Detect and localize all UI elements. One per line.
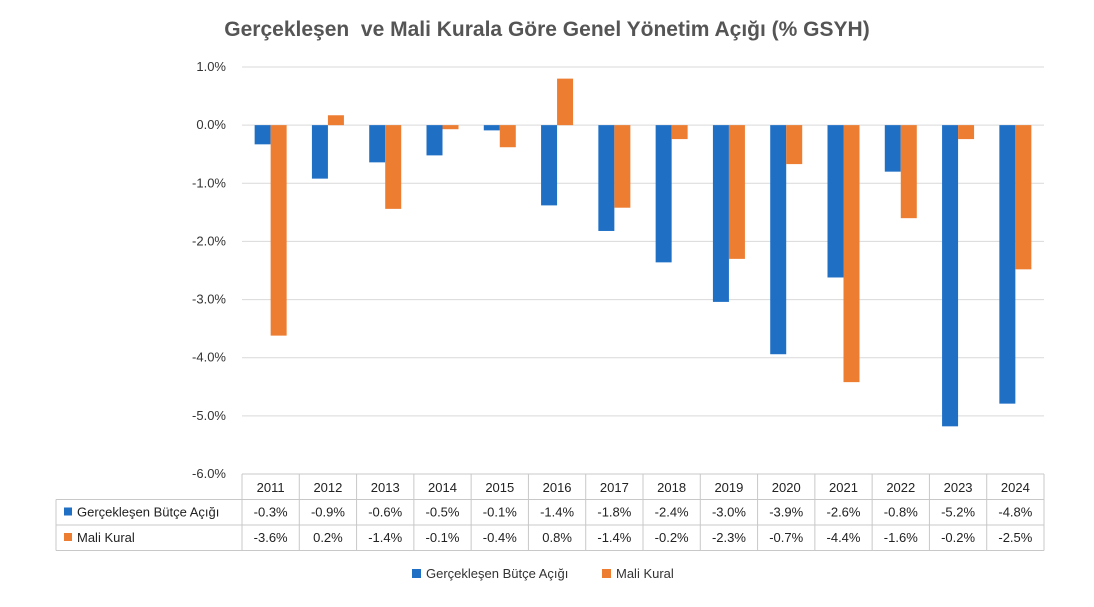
x-category-label: 2017 — [600, 480, 629, 495]
bar-mali-kural — [614, 125, 631, 208]
bar-mali-kural — [327, 115, 344, 126]
bar-mali-kural — [385, 125, 402, 209]
table-value-cell: -1.8% — [597, 505, 631, 520]
bar-gerceklesen — [254, 125, 271, 145]
gridlines — [242, 66, 1044, 417]
table-series-name: Mali Kural — [77, 530, 135, 545]
y-axis-tick-labels: 1.0% 0.0% -1.0% -2.0% -3.0% -4.0% -5.0% -6.0% — [192, 59, 226, 481]
bar-gerceklesen — [311, 125, 328, 179]
table-value-cell: 0.2% — [313, 530, 343, 545]
x-category-label: 2014 — [428, 480, 457, 495]
bar-gerceklesen — [827, 125, 844, 278]
data-table: 2011 2012 2013 2014 2015 2016 2017 2018 2019 2020… — [55, 473, 1045, 551]
bar-gerceklesen — [369, 125, 386, 163]
bar-gerceklesen — [541, 125, 558, 206]
table-value-cell: -4.4% — [827, 530, 861, 545]
table-legend-key — [64, 533, 72, 541]
table-value-cell: -0.2% — [655, 530, 689, 545]
y-tick-label: -5.0% — [192, 408, 226, 423]
bar-gerceklesen — [426, 125, 443, 156]
table-value-cell: -4.8% — [998, 505, 1032, 520]
legend: Gerçekleşen Bütçe Açığı Mali Kural — [412, 566, 674, 581]
legend-label: Gerçekleşen Bütçe Açığı — [426, 566, 568, 581]
y-tick-label: -4.0% — [192, 350, 226, 365]
table-value-cell: -0.7% — [769, 530, 803, 545]
table-value-cell: -0.2% — [941, 530, 975, 545]
x-category-label: 2023 — [944, 480, 973, 495]
bar-mali-kural — [1015, 125, 1032, 270]
table-value-cell: -3.9% — [769, 505, 803, 520]
x-category-label: 2018 — [657, 480, 686, 495]
bar-mali-kural — [671, 125, 688, 140]
x-category-label: 2016 — [543, 480, 572, 495]
legend-swatch — [412, 569, 421, 578]
x-category-label: 2015 — [485, 480, 514, 495]
table-value-cell: -2.4% — [655, 505, 689, 520]
y-tick-label: -6.0% — [192, 466, 226, 481]
bar-mali-kural — [270, 125, 287, 336]
x-category-label: 2022 — [886, 480, 915, 495]
bar-mali-kural — [786, 125, 803, 165]
table-value-cell: -2.3% — [712, 530, 746, 545]
bars — [254, 78, 1032, 427]
table-value-cell: -0.1% — [483, 505, 517, 520]
bar-mali-kural — [843, 125, 860, 383]
table-value-cell: 0.8% — [542, 530, 572, 545]
bar-gerceklesen — [598, 125, 615, 231]
table-value-cell: -2.6% — [827, 505, 861, 520]
table-value-cell: -1.6% — [884, 530, 918, 545]
table-value-cell: -5.2% — [941, 505, 975, 520]
y-tick-label: -2.0% — [192, 233, 226, 248]
bar-mali-kural — [557, 78, 574, 126]
table-value-cell: -0.6% — [368, 505, 402, 520]
y-tick-label: -3.0% — [192, 292, 226, 307]
table-value-cell: -3.0% — [712, 505, 746, 520]
x-category-label: 2013 — [371, 480, 400, 495]
y-tick-label: 1.0% — [196, 59, 226, 74]
chart-title: Gerçekleşen ve Mali Kurala Göre Genel Yö… — [224, 18, 870, 41]
bar-gerceklesen — [712, 125, 729, 302]
x-category-label: 2012 — [313, 480, 342, 495]
bar-gerceklesen — [770, 125, 787, 355]
table-value-cell: -0.1% — [426, 530, 460, 545]
table-value-cell: -0.9% — [311, 505, 345, 520]
table-legend-key — [64, 507, 72, 516]
legend-label: Mali Kural — [616, 566, 674, 581]
bar-gerceklesen — [884, 125, 901, 172]
x-category-label: 2020 — [772, 480, 801, 495]
bar-gerceklesen — [999, 125, 1016, 404]
table-value-cell: -0.8% — [884, 505, 918, 520]
legend-swatch — [602, 569, 611, 578]
bar-mali-kural — [958, 125, 975, 140]
table-value-cell: -0.4% — [483, 530, 517, 545]
table-value-cell: -3.6% — [254, 530, 288, 545]
y-tick-label: -1.0% — [192, 175, 226, 190]
x-category-label: 2021 — [829, 480, 858, 495]
bar-mali-kural — [728, 125, 745, 259]
table-series-name: Gerçekleşen Bütçe Açığı — [77, 505, 219, 520]
bar-mali-kural — [442, 125, 459, 130]
bar-mali-kural — [499, 125, 516, 148]
bar-gerceklesen — [942, 125, 959, 427]
table-value-cell: -1.4% — [540, 505, 574, 520]
table-value-cell: -1.4% — [368, 530, 402, 545]
bar-gerceklesen — [483, 125, 500, 131]
table-value-cell: -0.5% — [426, 505, 460, 520]
x-category-label: 2024 — [1001, 480, 1030, 495]
bar-mali-kural — [900, 125, 917, 219]
x-category-label: 2011 — [257, 480, 285, 495]
table-value-cell: -2.5% — [998, 530, 1032, 545]
y-tick-label: 0.0% — [196, 117, 226, 132]
table-value-cell: -0.3% — [254, 505, 288, 520]
bar-gerceklesen — [655, 125, 672, 263]
table-value-cell: -1.4% — [597, 530, 631, 545]
x-category-label: 2019 — [714, 480, 743, 495]
